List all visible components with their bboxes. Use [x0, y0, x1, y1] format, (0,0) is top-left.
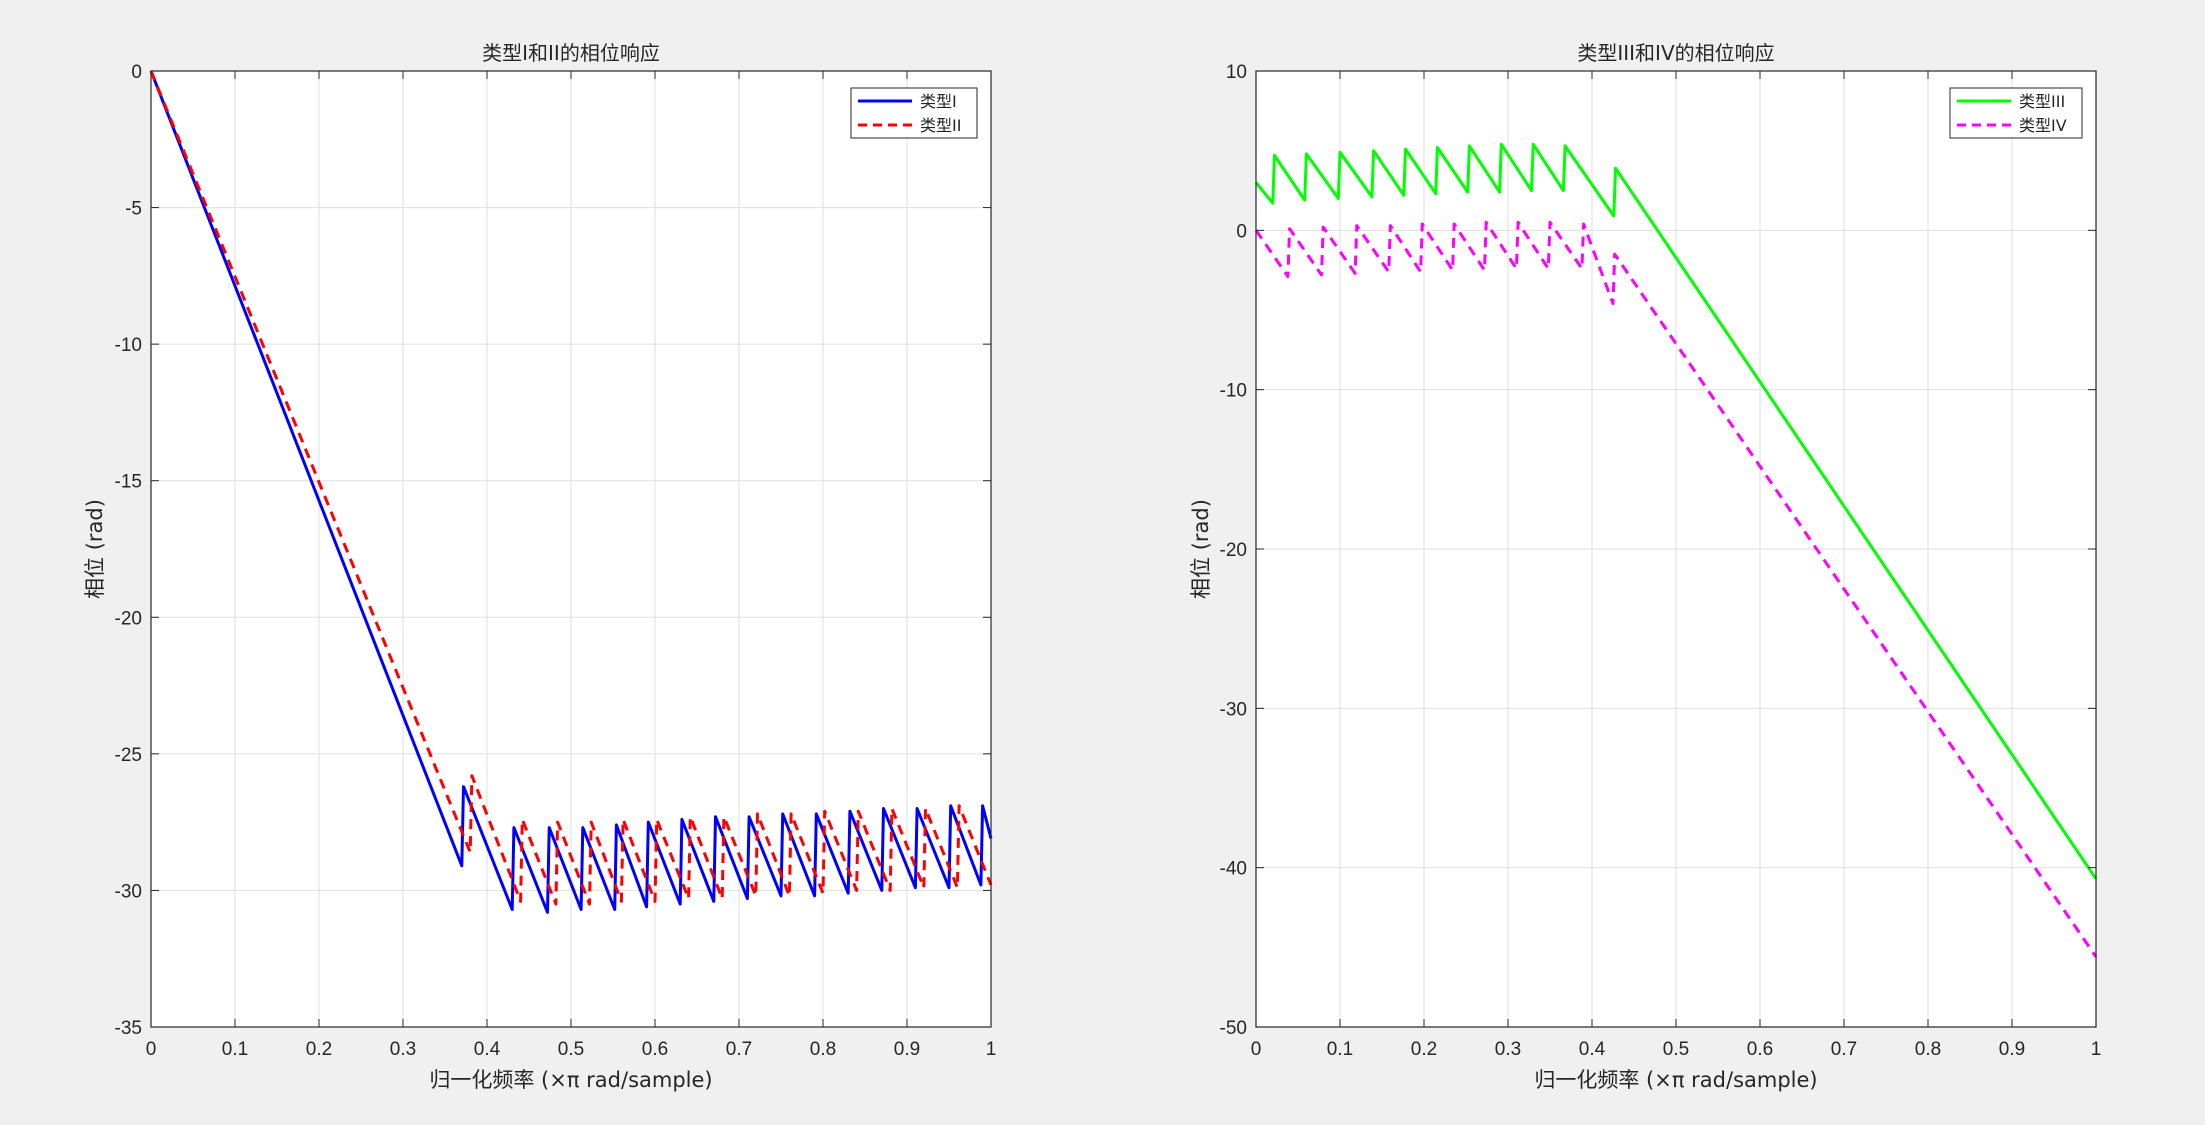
legend-label-series-2: 类型IV: [2019, 116, 2067, 135]
y-axis-label: 相位 (rad): [83, 499, 107, 599]
tick-labels: 0 0.1 0.2 0.3 0.4 0.5 0.6 0.7 0.8 0.9 1 10 0 -10 -20 -3…: [1220, 62, 2102, 1060]
series-line-1: [1254, 142, 2098, 880]
y-tick-label: 0: [1236, 221, 1247, 242]
legend-label-series-1: 类型III: [2019, 92, 2065, 111]
x-tick-label: 0.8: [1915, 1039, 1941, 1060]
x-tick-label: 1: [986, 1039, 997, 1060]
series-line-2: [149, 70, 993, 906]
y-tick-label: -50: [1220, 1018, 1247, 1039]
x-tick-label: 0.6: [642, 1039, 668, 1060]
legend: 类型III 类型IV: [1949, 87, 2083, 139]
x-tick-label: 0.2: [1411, 1039, 1437, 1060]
x-tick-label: 0.1: [1327, 1039, 1353, 1060]
y-tick-label: -10: [1220, 381, 1247, 402]
x-tick-label: 0.4: [1579, 1039, 1606, 1060]
plot-phase-type-iii-iv: 0 0.1 0.2 0.3 0.4 0.5 0.6 0.7 0.8 0.9 1 10 0 -10 -20 -3…: [1189, 41, 2101, 1092]
y-tick-label: -30: [115, 881, 142, 902]
series-line-1: [149, 70, 993, 914]
x-tick-label: 0.3: [1495, 1039, 1521, 1060]
y-tick-label: -35: [115, 1018, 142, 1039]
y-tick-label: -5: [125, 199, 142, 220]
y-tick-label: -20: [115, 608, 142, 629]
x-tick-label: 0: [1251, 1039, 1262, 1060]
x-tick-label: 0.4: [474, 1039, 501, 1060]
y-axis-label: 相位 (rad): [1189, 499, 1213, 599]
x-axis-label: 归一化频率 (×π rad/sample): [1534, 1068, 1817, 1092]
plot-title: 类型III和IV的相位响应: [1577, 41, 1774, 65]
x-tick-label: 0.8: [810, 1039, 836, 1060]
x-tick-label: 0: [146, 1039, 157, 1060]
y-tick-label: -10: [115, 335, 142, 356]
series-group: [149, 70, 993, 914]
x-tick-label: 0.3: [390, 1039, 416, 1060]
plot-title: 类型I和II的相位响应: [482, 41, 660, 65]
series-group: [1254, 142, 2098, 958]
y-tick-label: 0: [131, 62, 142, 83]
legend-box: [850, 87, 978, 139]
y-tick-label: -20: [1220, 540, 1247, 561]
y-tick-label: -40: [1220, 859, 1247, 880]
y-tick-label: 10: [1226, 62, 1247, 83]
legend: 类型I 类型II: [850, 87, 978, 139]
x-tick-label: 0.1: [222, 1039, 248, 1060]
series-line-2: [1254, 220, 2098, 958]
legend-label-series-2: 类型II: [920, 116, 961, 135]
x-tick-label: 0.5: [1663, 1039, 1689, 1060]
y-tick-label: -15: [115, 472, 142, 493]
y-tick-label: -25: [115, 745, 142, 766]
tick-labels: 0 0.1 0.2 0.3 0.4 0.5 0.6 0.7 0.8 0.9 1 0 -5 -10 -15 -2…: [115, 62, 997, 1060]
x-tick-label: 0.6: [1747, 1039, 1773, 1060]
x-tick-label: 0.2: [306, 1039, 332, 1060]
legend-label-series-1: 类型I: [920, 92, 957, 111]
x-tick-label: 0.9: [1999, 1039, 2025, 1060]
x-tick-label: 0.7: [1831, 1039, 1857, 1060]
x-tick-label: 0.5: [558, 1039, 584, 1060]
legend-box: [1949, 87, 2083, 139]
y-tick-label: -30: [1220, 699, 1247, 720]
x-tick-label: 0.9: [894, 1039, 920, 1060]
x-tick-label: 1: [2091, 1039, 2102, 1060]
x-tick-label: 0.7: [726, 1039, 752, 1060]
x-axis-label: 归一化频率 (×π rad/sample): [429, 1068, 712, 1092]
plot-phase-type-i-ii: 0 0.1 0.2 0.3 0.4 0.5 0.6 0.7 0.8 0.9 1 0 -5 -10 -15 -2…: [83, 41, 996, 1092]
